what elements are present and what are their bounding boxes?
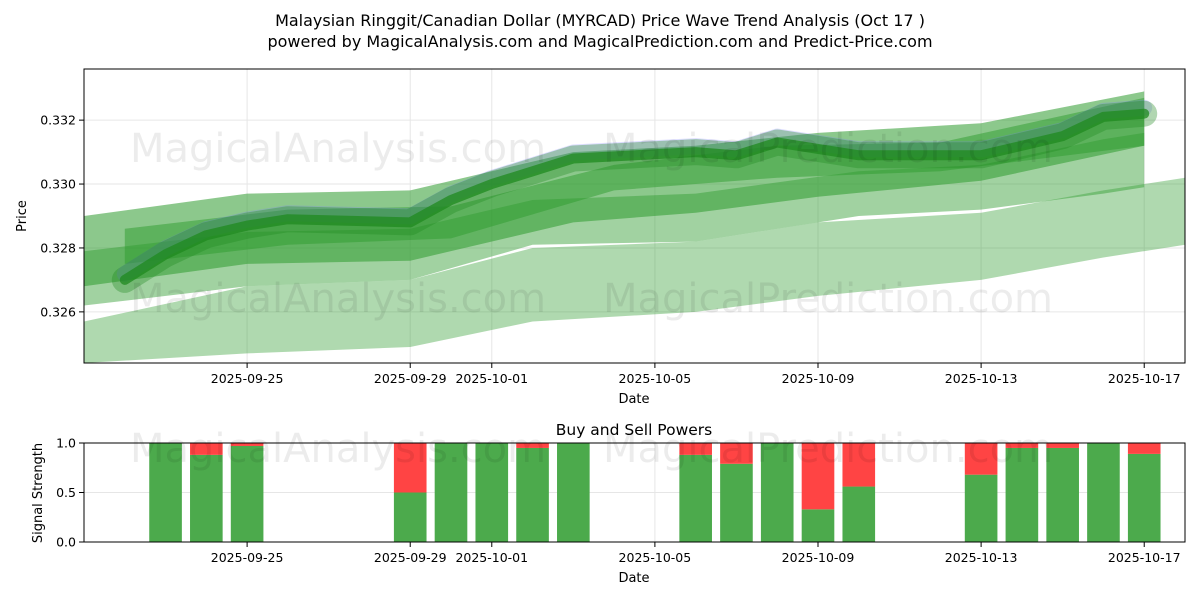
watermark-left-signal: MagicalAnalysis.com — [130, 426, 546, 472]
sell-bar — [964, 443, 998, 475]
price-y-tick-label: 0.330 — [40, 177, 76, 192]
signal-x-axis-label: Date — [618, 571, 649, 586]
buy-bar — [720, 463, 753, 542]
price-y-ticks: 0.326 0.328 0.330 0.332 — [40, 113, 84, 319]
sell-bar — [801, 443, 835, 510]
buy-bar — [393, 492, 427, 542]
signal-x-tick-label: 2025-10-13 — [945, 550, 1018, 565]
watermark-left-lower: MagicalAnalysis.com — [130, 276, 546, 322]
buy-bar — [230, 445, 264, 542]
price-y-tick-label: 0.332 — [40, 113, 76, 128]
chart-subtitle: powered by MagicalAnalysis.com and Magic… — [267, 32, 932, 51]
watermark-right-signal: MagicalPrediction.com — [603, 426, 1053, 472]
signal-x-tick-label: 2025-09-29 — [374, 550, 447, 565]
buy-bar — [1005, 447, 1039, 542]
price-y-axis-label: Price — [15, 200, 30, 232]
price-y-tick-label: 0.328 — [40, 240, 76, 255]
buy-bar — [557, 443, 590, 542]
price-x-tick-label: 2025-09-25 — [211, 371, 284, 386]
buy-bar — [1046, 447, 1079, 542]
sell-bar — [230, 443, 264, 446]
signal-chart: Buy and Sell Powers MagicalAnalysis.com … — [31, 421, 1186, 586]
sell-bar — [679, 443, 712, 455]
trend-band — [84, 177, 1185, 363]
watermark-right: MagicalPrediction.com — [603, 126, 1053, 172]
price-plot-frame — [83, 68, 1186, 364]
price-y-tick-label: 0.326 — [40, 304, 76, 319]
sell-bar — [1127, 443, 1161, 454]
signal-x-ticks: 2025-09-25 2025-09-29 2025-10-01 2025-10-05… — [211, 542, 1181, 565]
buy-bar — [964, 474, 998, 542]
buy-bar — [475, 443, 509, 542]
watermark-left: MagicalAnalysis.com — [130, 126, 546, 172]
signal-x-tick-label: 2025-10-09 — [782, 550, 855, 565]
buy-bar — [801, 509, 835, 542]
price-x-tick-label: 2025-10-13 — [945, 371, 1018, 386]
buy-bar — [516, 447, 549, 542]
sell-bar — [516, 443, 549, 448]
sell-bar — [720, 443, 753, 464]
buy-bar — [1087, 443, 1120, 542]
signal-y-axis-label: Signal Strength — [31, 443, 46, 543]
sell-bar — [1046, 443, 1079, 448]
signal-bars — [149, 443, 1161, 542]
price-x-tick-label: 2025-10-09 — [782, 371, 855, 386]
buy-bar — [434, 443, 468, 542]
price-wave — [111, 99, 1158, 293]
price-x-tick-label: 2025-10-17 — [1108, 371, 1181, 386]
signal-y-ticks: 0.0 0.5 1.0 — [56, 436, 84, 550]
price-x-tick-label: 2025-10-01 — [455, 371, 528, 386]
signal-x-tick-label: 2025-10-05 — [619, 550, 692, 565]
buy-bar — [149, 443, 182, 542]
signal-x-tick-label: 2025-10-17 — [1108, 550, 1181, 565]
price-x-axis-label: Date — [618, 392, 649, 407]
signal-y-tick-label: 1.0 — [56, 436, 76, 451]
sell-bar — [1005, 443, 1039, 448]
price-grid — [84, 69, 1185, 363]
chart-title: Malaysian Ringgit/Canadian Dollar (MYRCA… — [275, 11, 925, 30]
sell-bar — [842, 443, 876, 487]
signal-chart-title: Buy and Sell Powers — [556, 421, 713, 439]
sell-bar — [190, 443, 223, 455]
price-x-ticks: 2025-09-25 2025-09-29 2025-10-01 2025-10-05… — [211, 363, 1181, 386]
buy-bar — [1127, 453, 1161, 542]
buy-bar — [190, 454, 223, 542]
buy-bar — [842, 486, 876, 542]
buy-bar — [760, 443, 794, 542]
signal-x-tick-label: 2025-09-25 — [211, 550, 284, 565]
price-x-tick-label: 2025-09-29 — [374, 371, 447, 386]
signal-y-tick-label: 0.5 — [56, 485, 76, 500]
price-wave-line — [119, 108, 1150, 285]
price-wave-shadow — [116, 99, 1153, 282]
signal-x-tick-label: 2025-10-01 — [455, 550, 528, 565]
sell-bar — [393, 443, 427, 493]
price-chart: MagicalAnalysis.com MagicalPrediction.co… — [15, 68, 1186, 407]
trend-band — [84, 132, 1145, 306]
watermark-right-lower: MagicalPrediction.com — [603, 276, 1053, 322]
buy-bar — [679, 454, 712, 542]
signal-y-tick-label: 0.0 — [56, 535, 76, 550]
price-x-tick-label: 2025-10-05 — [619, 371, 692, 386]
